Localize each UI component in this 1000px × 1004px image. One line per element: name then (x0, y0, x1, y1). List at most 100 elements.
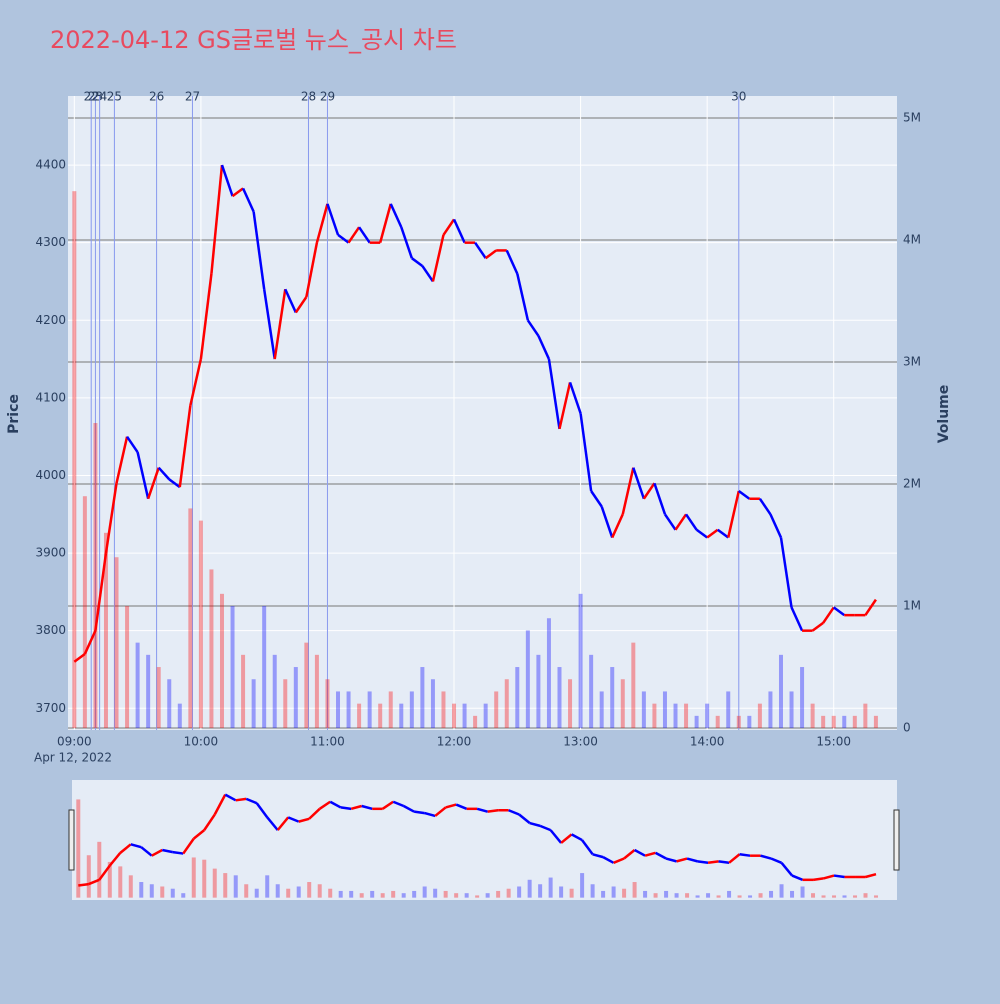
x-tick-label: 12:00 (437, 735, 472, 749)
price-segment-mini (434, 806, 447, 817)
price-segment-mini (833, 874, 845, 879)
volume-bar (662, 691, 667, 729)
price-segment-mini (319, 800, 331, 810)
volume-bar (568, 679, 573, 729)
price-segment (663, 513, 677, 531)
price-segment (157, 466, 171, 481)
volume-bar-mini (653, 893, 658, 898)
price-segment-mini (203, 813, 216, 831)
volume-bar-mini (359, 893, 364, 898)
y2-tick-label: 4M (903, 232, 921, 246)
range-handle[interactable] (893, 809, 900, 871)
plot-area (68, 96, 897, 730)
volume-bar-mini (401, 893, 406, 898)
price-segment (115, 436, 129, 484)
volume-bar-mini (212, 868, 217, 898)
x-tick-label: 14:00 (690, 735, 725, 749)
volume-bar-mini (517, 886, 522, 898)
y-tick-label: 3700 (35, 701, 66, 715)
volume-bar-mini (863, 893, 868, 898)
volume-bar (272, 654, 277, 729)
y2-tick-label: 3M (903, 354, 921, 368)
price-segment (136, 451, 150, 500)
price-segment (73, 652, 86, 663)
volume-bar (483, 703, 488, 729)
volume-bar (452, 703, 457, 729)
volume-bar (462, 703, 467, 729)
price-segment (189, 358, 203, 406)
volume-bar (177, 703, 182, 729)
price-segment-mini (151, 848, 163, 857)
volume-bar-mini (328, 888, 333, 898)
price-segment-mini (623, 849, 636, 860)
volume-bar (515, 667, 520, 729)
price-segment (864, 598, 877, 616)
price-segment-mini (329, 800, 342, 809)
price-segment-mini (276, 816, 290, 831)
volume-bar-mini (569, 888, 574, 898)
price-segment (315, 203, 329, 243)
volume-bar (863, 703, 868, 729)
volume-bar (473, 715, 478, 729)
price-segment (262, 289, 276, 360)
volume-bar-mini (485, 893, 490, 898)
volume-bar-mini (244, 884, 249, 898)
price-segment-mini (255, 802, 269, 819)
y-tick-label: 4100 (35, 390, 66, 404)
volume-bar (388, 691, 393, 729)
price-segment (337, 233, 350, 244)
volume-bar (441, 691, 446, 729)
volume-bar-mini (811, 893, 816, 898)
price-segment-mini (644, 851, 656, 857)
price-segment-mini (235, 797, 247, 802)
price-segment (484, 249, 497, 260)
range-slider[interactable] (72, 780, 897, 900)
volume-bar (198, 520, 203, 729)
volume-bar-mini (107, 861, 112, 898)
volume-bar (610, 667, 615, 729)
price-segment (653, 482, 667, 515)
price-segment-mini (119, 843, 132, 854)
price-segment (294, 296, 308, 314)
price-segment-mini (340, 806, 352, 811)
volume-bar-mini (685, 893, 690, 898)
event-label: 26 (149, 90, 164, 104)
volume-bar-mini (296, 886, 301, 898)
price-segment-mini (445, 803, 457, 809)
volume-bar-mini (842, 895, 847, 898)
price-segment (83, 630, 97, 655)
volume-bar-mini (349, 890, 354, 898)
volume-bar-mini (632, 882, 637, 898)
price-segment (505, 249, 519, 275)
volume-bar (357, 703, 362, 729)
price-segment (442, 218, 456, 236)
volume-bar-mini (391, 890, 396, 898)
price-segment-mini (350, 804, 363, 811)
volume-bar (430, 679, 435, 729)
volume-bar (736, 715, 741, 729)
price-segment (822, 606, 835, 624)
y-axis-title: Price (6, 394, 22, 434)
price-segment-mini (476, 807, 488, 813)
volume-bar-mini (412, 890, 417, 898)
price-segment (389, 203, 403, 228)
price-segment (779, 537, 793, 608)
price-segment (126, 435, 139, 453)
x-tick-label: 10:00 (184, 735, 219, 749)
price-segment (421, 265, 434, 283)
x-tick-label: 15:00 (816, 735, 851, 749)
volume-bar (378, 703, 383, 729)
volume-bar-mini (496, 890, 501, 898)
price-segment-mini (686, 857, 698, 863)
volume-bar-mini (433, 888, 438, 898)
volume-bar-mini (611, 886, 616, 898)
volume-bar-mini (748, 895, 753, 898)
range-handle[interactable] (68, 809, 75, 871)
price-segment-mini (108, 852, 122, 867)
volume-bar (283, 679, 288, 729)
price-segment-mini (162, 848, 174, 854)
event-label: 29 (320, 90, 335, 104)
y2-tick-label: 0 (903, 721, 911, 735)
price-segment-mini (539, 824, 552, 832)
price-segment-mini (654, 851, 667, 860)
